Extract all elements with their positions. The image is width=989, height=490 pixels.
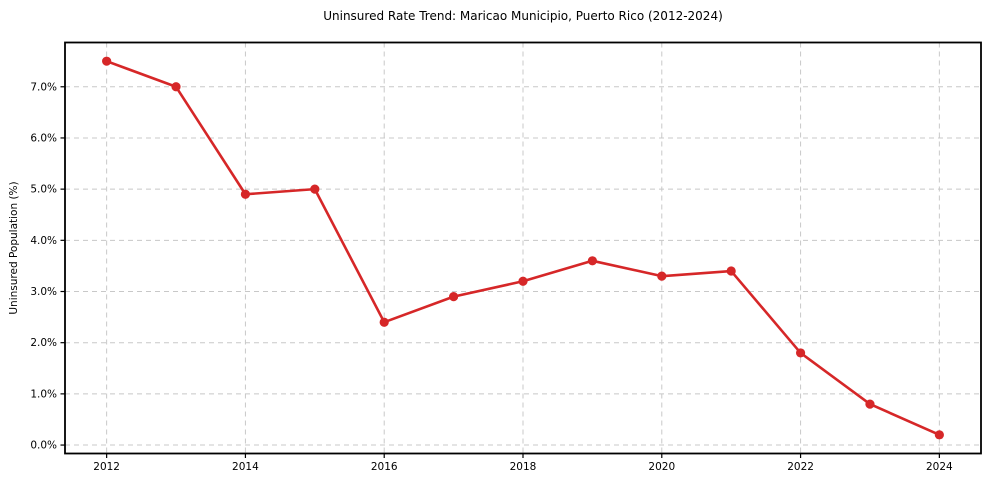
x-tick-label: 2022 [787, 461, 814, 473]
y-tick-label: 4.0% [30, 235, 57, 247]
x-tick-label: 2020 [648, 461, 675, 473]
y-tick-label: 3.0% [30, 286, 57, 298]
data-point [379, 317, 389, 327]
data-point [240, 189, 251, 199]
chart-title: Uninsured Rate Trend: Maricao Municipio,… [323, 9, 723, 23]
y-tick-label: 1.0% [30, 388, 57, 400]
data-point [171, 82, 181, 92]
x-tick-label: 2014 [232, 461, 259, 473]
x-tick-label: 2012 [93, 461, 120, 473]
data-point [518, 276, 528, 286]
y-tick-label: 5.0% [30, 184, 57, 196]
data-point [310, 184, 320, 194]
data-point [934, 430, 944, 440]
y-tick-label: 2.0% [30, 337, 57, 349]
data-point [795, 348, 806, 358]
data-point [726, 266, 736, 276]
x-tick-label: 2016 [371, 461, 398, 473]
data-point [865, 399, 875, 409]
data-point [102, 56, 112, 66]
x-tick-label: 2024 [926, 461, 953, 473]
data-point [449, 292, 459, 302]
y-tick-label: 0.0% [30, 440, 57, 452]
data-point [587, 256, 597, 266]
data-point [657, 271, 667, 281]
y-tick-label: 6.0% [30, 132, 57, 144]
axes-frame [64, 41, 982, 455]
y-tick-label: 7.0% [30, 81, 57, 93]
x-tick-label: 2018 [510, 461, 537, 473]
